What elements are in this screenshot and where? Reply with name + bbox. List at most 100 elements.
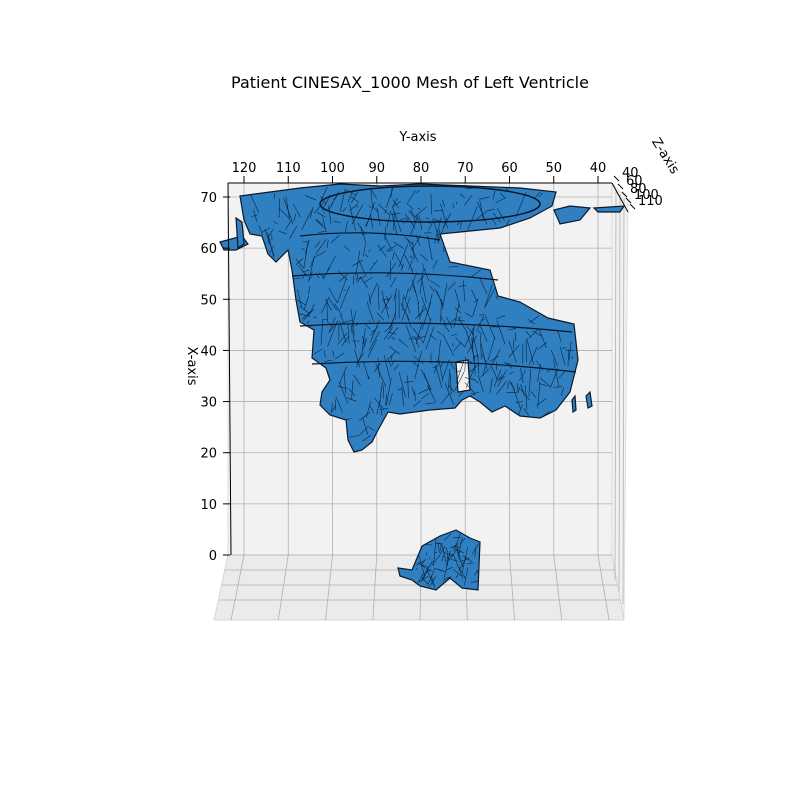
mesh-edge bbox=[412, 241, 415, 260]
mesh-edge bbox=[293, 213, 297, 222]
mesh-edge bbox=[393, 364, 400, 371]
mesh-edge bbox=[467, 335, 477, 354]
mesh-edge bbox=[328, 205, 332, 225]
mesh-edge bbox=[371, 190, 377, 200]
mesh-edge bbox=[318, 231, 326, 233]
mesh-edge bbox=[285, 220, 292, 230]
mesh-edge bbox=[464, 377, 474, 380]
mesh-edge bbox=[453, 548, 465, 554]
mesh-edge bbox=[492, 219, 497, 226]
mesh-edge bbox=[515, 401, 523, 404]
mesh-edge bbox=[407, 190, 416, 203]
floor-grid-line bbox=[325, 554, 333, 621]
mesh-edge bbox=[415, 307, 427, 319]
mesh-edge bbox=[421, 561, 433, 582]
z-tick-label: 60 bbox=[626, 174, 643, 189]
mesh-edge bbox=[385, 393, 388, 406]
mesh-edge bbox=[400, 217, 409, 221]
mesh-edge bbox=[324, 349, 326, 358]
mesh-edge bbox=[346, 397, 357, 402]
mesh-edge bbox=[451, 543, 459, 549]
mesh-edge bbox=[442, 334, 455, 356]
z-tick-label: 40 bbox=[622, 166, 639, 181]
mesh-edge bbox=[551, 349, 558, 367]
mesh-edge bbox=[430, 193, 432, 215]
mesh-edge bbox=[379, 407, 389, 411]
mesh-edge bbox=[468, 364, 480, 374]
mesh-edge bbox=[487, 209, 495, 212]
mesh-edge bbox=[326, 240, 329, 249]
mesh-edge bbox=[525, 330, 531, 337]
mesh-edge bbox=[558, 371, 566, 379]
mesh-edge bbox=[316, 212, 326, 218]
mesh-edge bbox=[487, 337, 495, 361]
mesh-edge bbox=[441, 544, 447, 563]
mesh-edge bbox=[351, 204, 364, 225]
mesh-edge bbox=[401, 387, 404, 407]
mesh-edge bbox=[250, 194, 260, 214]
mesh-edge bbox=[338, 381, 349, 404]
mesh-edge bbox=[339, 274, 348, 282]
mesh-edge bbox=[425, 217, 430, 220]
x-tick-label: 20 bbox=[200, 447, 217, 462]
mesh-edge bbox=[391, 336, 395, 340]
mesh-edge bbox=[443, 323, 450, 332]
mesh-edge bbox=[489, 348, 501, 369]
mesh-edge bbox=[313, 316, 317, 319]
mesh-edge bbox=[462, 555, 473, 563]
mesh-edge bbox=[528, 346, 538, 366]
mesh-edge bbox=[330, 406, 336, 414]
mesh-edge bbox=[489, 355, 499, 362]
mesh-edge bbox=[472, 299, 478, 317]
mesh-edge bbox=[553, 386, 563, 388]
mesh-edge bbox=[496, 208, 505, 221]
mesh-edge bbox=[464, 356, 466, 372]
mesh-edge bbox=[345, 189, 357, 196]
mesh-edge bbox=[410, 209, 417, 224]
mesh-edge bbox=[251, 214, 258, 218]
mesh-edge bbox=[385, 378, 392, 406]
mesh-edge bbox=[415, 560, 425, 566]
mesh-edge bbox=[413, 400, 422, 407]
mesh-edge bbox=[484, 284, 493, 307]
x-tick-label: 40 bbox=[200, 344, 217, 359]
mesh-edge bbox=[454, 307, 462, 314]
mesh-edge bbox=[451, 333, 458, 337]
mesh-edge bbox=[285, 196, 291, 221]
mesh-edge bbox=[440, 392, 451, 404]
mesh-edge bbox=[394, 293, 397, 320]
mesh-edge bbox=[466, 331, 476, 359]
mesh-edge bbox=[377, 244, 387, 258]
mesh-edge bbox=[457, 550, 460, 561]
mesh-edge bbox=[466, 325, 474, 334]
mesh-edge bbox=[315, 238, 327, 255]
mesh-edge bbox=[380, 406, 383, 416]
mesh-edge bbox=[303, 240, 309, 269]
mesh-edge bbox=[356, 274, 359, 282]
mesh-edge bbox=[327, 203, 334, 212]
mesh-edge bbox=[398, 372, 406, 398]
mesh-edge bbox=[404, 380, 414, 383]
mesh-edge bbox=[407, 239, 419, 262]
mesh-edge bbox=[426, 385, 437, 403]
mesh-edge bbox=[440, 203, 448, 229]
mesh-edge bbox=[463, 280, 466, 302]
mesh-edge bbox=[458, 566, 467, 580]
mesh-edge bbox=[418, 555, 426, 577]
mesh-edge bbox=[415, 206, 428, 216]
mesh-edge bbox=[362, 244, 366, 257]
mesh-edge bbox=[356, 339, 368, 368]
mesh-opening bbox=[455, 359, 471, 393]
mesh-edge bbox=[526, 337, 535, 365]
mesh-edge bbox=[360, 276, 368, 288]
mesh-edge bbox=[537, 381, 541, 409]
axis-ticks: 120 110 100 90 80 70 60 50 407060504030201004060… bbox=[200, 161, 662, 564]
mesh-edge bbox=[307, 320, 310, 324]
mesh-edge bbox=[432, 259, 438, 269]
mesh-edge bbox=[448, 265, 459, 268]
mesh-edge bbox=[292, 203, 301, 218]
mesh-edge bbox=[368, 249, 371, 253]
mesh-edge bbox=[476, 210, 488, 220]
mesh-edge bbox=[337, 385, 348, 389]
mesh-edge bbox=[305, 195, 317, 201]
